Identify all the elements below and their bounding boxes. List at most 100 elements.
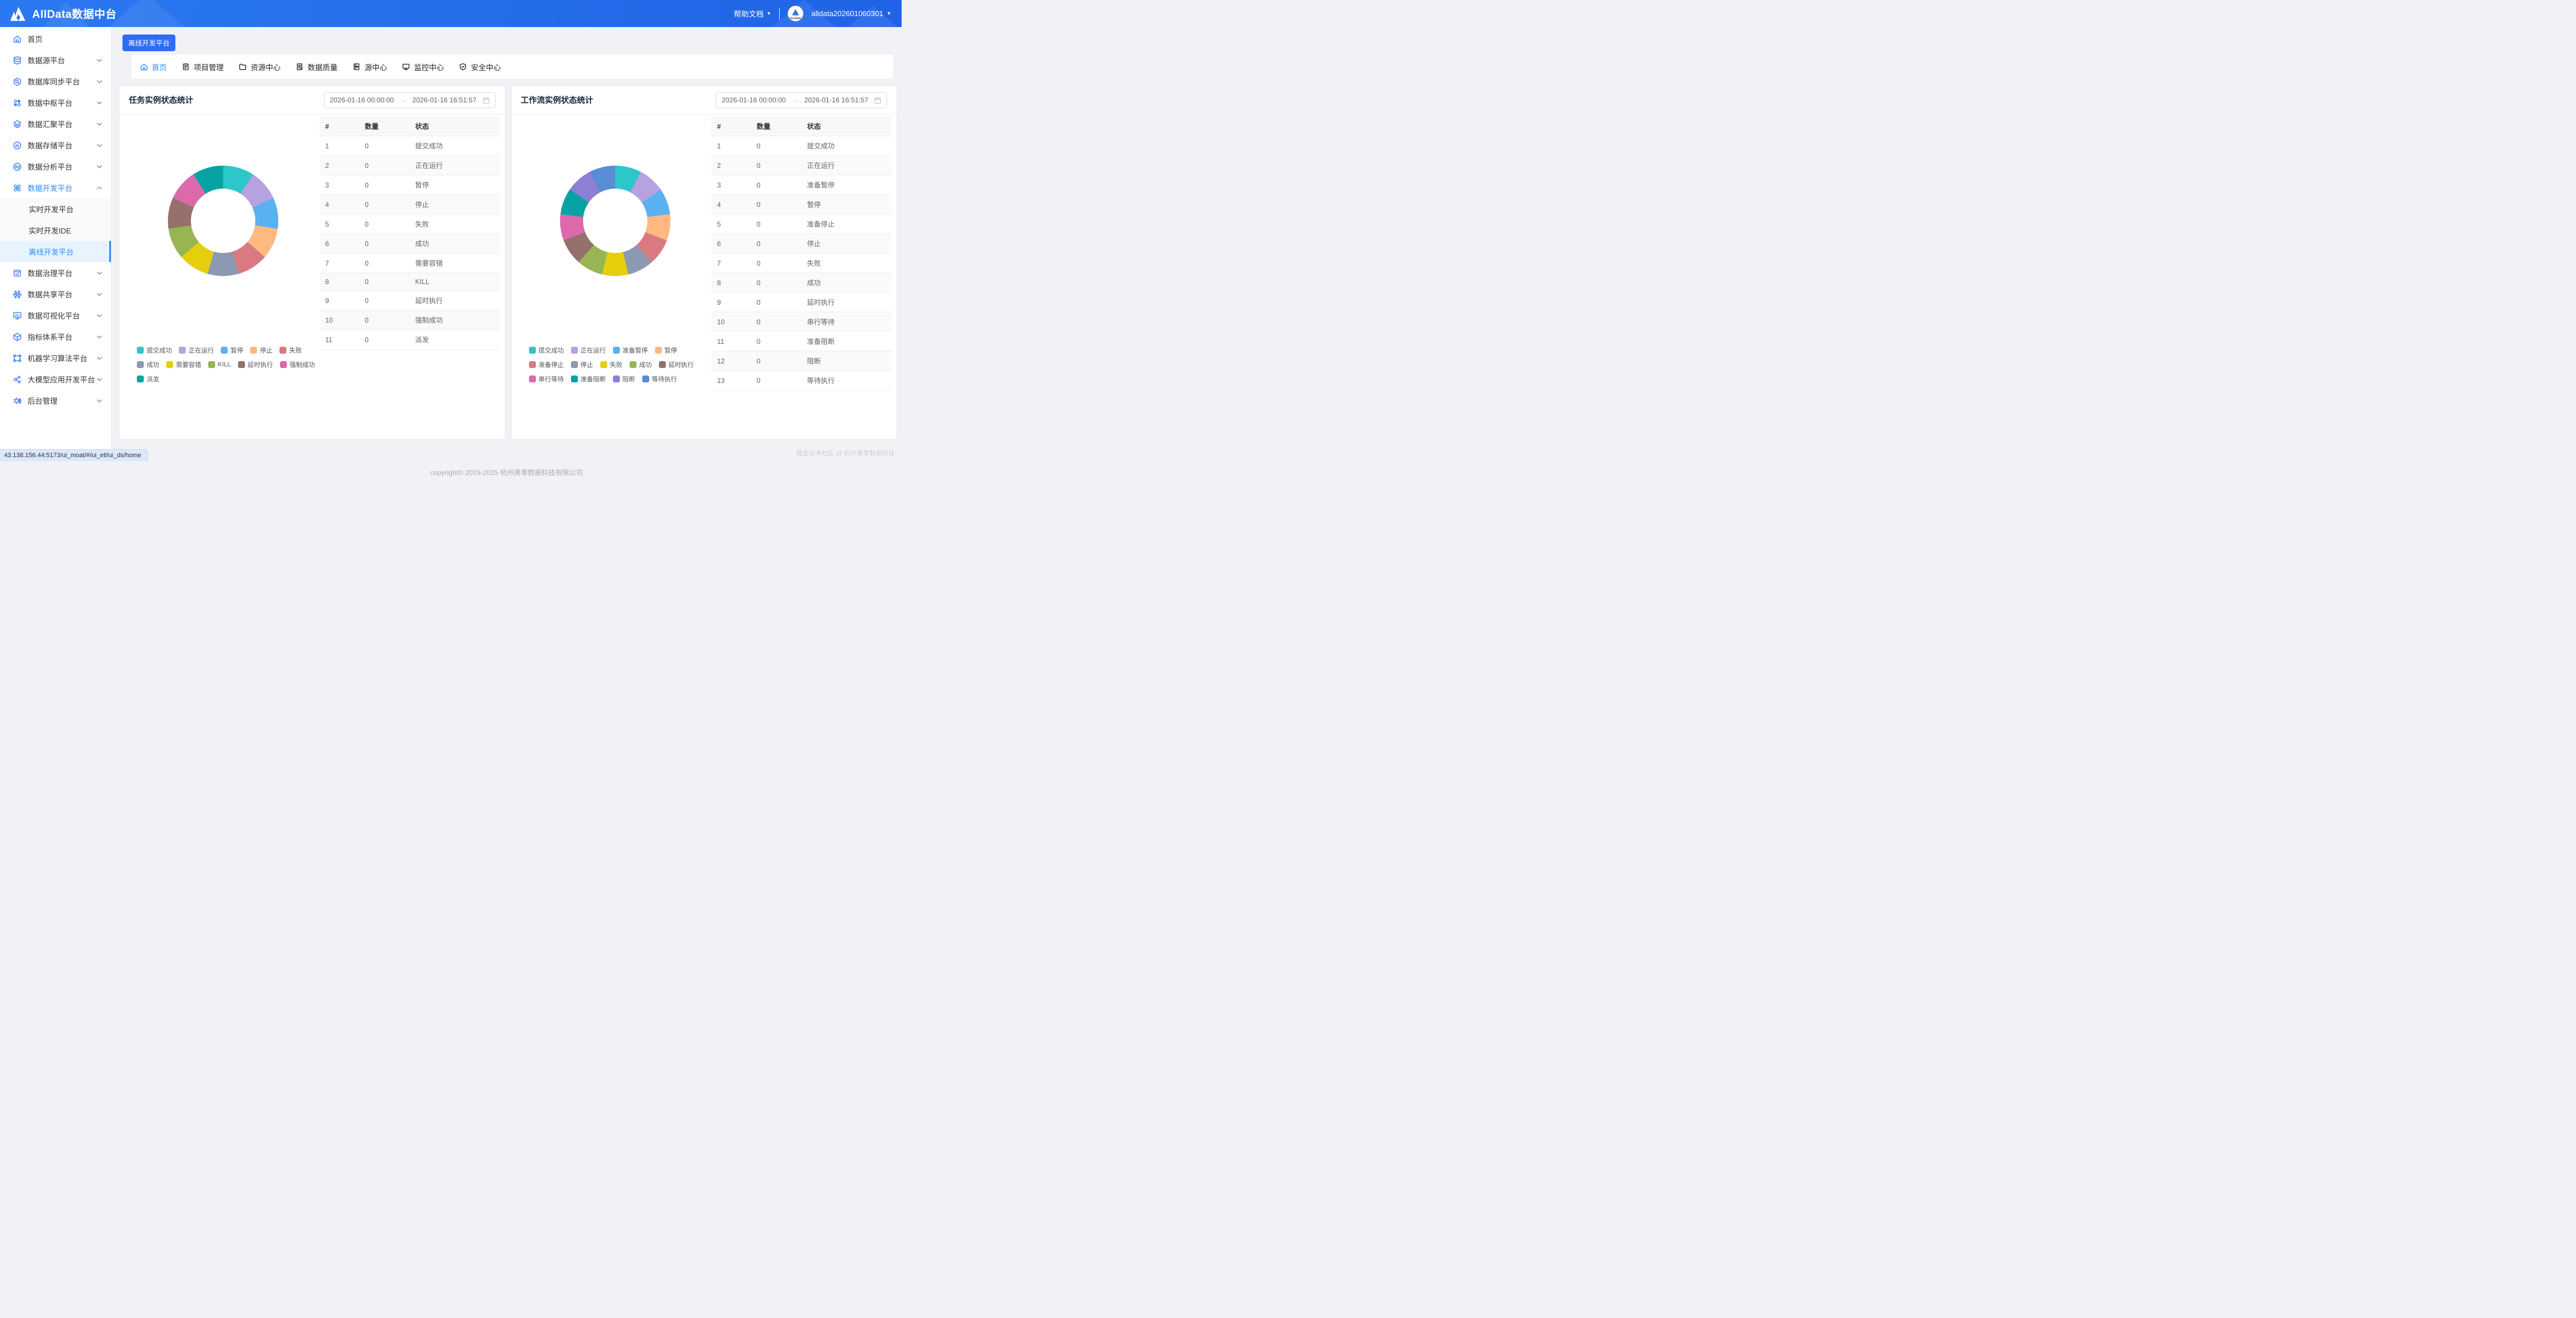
sidebar-item-1[interactable]: 首页: [0, 28, 111, 49]
legend-label: 提交成功: [147, 347, 172, 354]
sidebar-subitem[interactable]: 实时开发平台: [29, 205, 74, 214]
legend-item[interactable]: 停止: [570, 360, 593, 369]
legend-item[interactable]: 失败: [600, 360, 623, 369]
legend-item[interactable]: 准备停止: [528, 360, 564, 369]
sidebar-subitem[interactable]: 实时开发IDE: [29, 227, 71, 235]
legend-item[interactable]: 阻断: [612, 374, 635, 384]
legend-item[interactable]: 强制成功: [279, 360, 315, 369]
sidebar-item-14[interactable]: 大模型应用开发平台: [0, 369, 111, 390]
table-row: 1 0 提交成功: [711, 136, 891, 156]
date-range-picker[interactable]: 2026-01-16 00:00:00 → 2026-01-16 16:51:57: [324, 92, 496, 108]
legend-item[interactable]: 提交成功: [528, 346, 564, 355]
table-cell: 等待执行: [801, 370, 891, 390]
legend-item[interactable]: 暂停: [654, 346, 677, 355]
table-row: 2 0 正在运行: [319, 155, 500, 175]
legend-item[interactable]: 延时执行: [658, 360, 694, 369]
table-cell: 10: [711, 312, 751, 332]
copyright-text: copyright© 2019-2025 杭州奥零数据科技有限公司: [430, 469, 583, 477]
sidebar-item-13[interactable]: 机器学习算法平台: [0, 347, 111, 369]
table-cell: 13: [711, 370, 751, 390]
tab-4[interactable]: 数据质量: [296, 62, 338, 72]
table-cell: 11: [319, 329, 359, 350]
sidebar-item-9[interactable]: 数据治理平台: [0, 262, 111, 283]
legend-label: 停止: [580, 362, 593, 369]
table-cell: 0: [359, 329, 409, 350]
tab-3[interactable]: 资源中心: [239, 62, 281, 72]
arrow-right-icon: →: [400, 96, 407, 104]
table-cell: 停止: [801, 233, 891, 254]
table-cell: 需要容错: [409, 253, 500, 273]
legend-item[interactable]: 成功: [629, 360, 652, 369]
chevron-down-icon: [96, 163, 103, 170]
tab-6[interactable]: 监控中心: [402, 62, 444, 72]
legend-item[interactable]: 失败: [279, 346, 302, 355]
table-cell: 暂停: [409, 175, 500, 195]
sidebar-item-3[interactable]: 数据库同步平台: [0, 71, 111, 92]
tab-label: 项目管理: [194, 63, 224, 72]
data-visualization-icon: [13, 311, 22, 320]
user-avatar[interactable]: ALLData: [788, 6, 803, 21]
sidebar-item-7[interactable]: 数据分析平台: [0, 156, 111, 177]
sidebar-item-11[interactable]: 数据可视化平台: [0, 305, 111, 326]
date-end: 2026-01-16 16:51:57: [804, 96, 868, 104]
legend-item[interactable]: 需要容错: [166, 360, 201, 369]
sidebar-item-12[interactable]: 指标体系平台: [0, 326, 111, 347]
date-start: 2026-01-16 00:00:00: [722, 96, 786, 104]
table-cell: 0: [750, 273, 802, 293]
help-docs-menu[interactable]: 帮助文档 ▼: [734, 10, 771, 18]
table-cell: 0: [750, 331, 802, 351]
legend-item[interactable]: 停止: [250, 346, 273, 355]
legend-item[interactable]: 成功: [137, 360, 159, 369]
legend-item[interactable]: 准备阻断: [570, 374, 606, 384]
source-icon: [352, 63, 361, 71]
sidebar-item-4[interactable]: 数据中枢平台: [0, 92, 111, 113]
legend-swatch: [221, 347, 228, 354]
legend-swatch: [629, 361, 637, 368]
platform-tag-button[interactable]: 离线开发平台: [122, 35, 176, 51]
tab-7[interactable]: 安全中心: [459, 62, 501, 72]
table-row: 13 0 等待执行: [711, 370, 891, 390]
legend-label: 成功: [639, 362, 652, 369]
sidebar-subitem[interactable]: 离线开发平台: [0, 241, 111, 262]
table-cell: 成功: [801, 273, 891, 293]
legend-label: 等待执行: [651, 376, 677, 383]
table-cell: 0: [750, 175, 802, 195]
chevron-down-icon: [96, 397, 103, 404]
tab-2[interactable]: 项目管理: [182, 62, 224, 72]
table-cell: 0: [750, 155, 802, 175]
table-cell: 正在运行: [409, 155, 500, 175]
tab-5[interactable]: 源中心: [352, 62, 387, 72]
sidebar-item-label: 大模型应用开发平台: [28, 376, 95, 384]
legend-item[interactable]: 暂停: [221, 346, 243, 355]
date-range-picker[interactable]: 2026-01-16 00:00:00 → 2026-01-16 16:51:57: [716, 92, 887, 108]
legend-swatch: [570, 361, 578, 368]
sidebar-item-10[interactable]: 数据共享平台: [0, 283, 111, 305]
legend-item[interactable]: KILL: [208, 360, 231, 369]
sidebar-item-8[interactable]: 数据开发平台: [0, 177, 111, 198]
table-cell: 0: [750, 253, 802, 273]
legend-item[interactable]: 延时执行: [237, 360, 273, 369]
legend-item[interactable]: 串行等待: [528, 374, 564, 384]
panel-header: 工作流实例状态统计 2026-01-16 00:00:00 → 2026-01-16 …: [511, 86, 896, 114]
sidebar-item-15[interactable]: 后台管理: [0, 390, 111, 411]
legend-item[interactable]: 准备暂停: [612, 346, 648, 355]
user-menu[interactable]: alldata202601060301 ▼: [811, 9, 891, 18]
table-cell: 4: [711, 194, 751, 214]
table-cell: 1: [711, 136, 751, 156]
donut-chart[interactable]: [559, 166, 670, 276]
monitor-icon: [402, 63, 411, 71]
ml-icon: [13, 354, 22, 363]
legend-item[interactable]: 派发: [137, 374, 159, 384]
chevron-down-icon: [96, 121, 103, 128]
legend-item[interactable]: 提交成功: [137, 346, 172, 355]
sidebar-item-5[interactable]: 数据汇聚平台: [0, 113, 111, 135]
legend-item[interactable]: 正在运行: [570, 346, 606, 355]
table-cell: 3: [711, 175, 751, 195]
legend-item[interactable]: 正在运行: [179, 346, 214, 355]
legend-label: 停止: [260, 347, 273, 354]
legend-item[interactable]: 等待执行: [642, 374, 677, 384]
donut-chart[interactable]: [168, 166, 278, 276]
tab-1[interactable]: 首页: [140, 62, 167, 72]
sidebar-item-6[interactable]: 数据存储平台: [0, 135, 111, 156]
sidebar-item-2[interactable]: 数据源平台: [0, 49, 111, 71]
